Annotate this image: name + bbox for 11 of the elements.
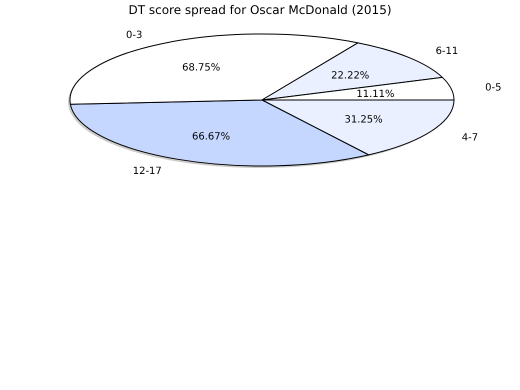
data-label: 11.11% xyxy=(356,89,395,100)
slice-label: 4-7 xyxy=(462,132,478,144)
data-label: 66.67% xyxy=(192,132,230,143)
slice-label: 0-3 xyxy=(126,30,142,41)
chart-title: DT score spread for Oscar McDonald (2015) xyxy=(128,3,392,17)
slice-label: 6-11 xyxy=(436,46,458,57)
data-label: 22.22% xyxy=(331,70,370,82)
slice-label: 12-17 xyxy=(132,166,162,177)
slice-label: 0-5 xyxy=(485,82,502,94)
data-label: 68.75% xyxy=(182,62,220,74)
data-label: 31.25% xyxy=(344,114,383,126)
